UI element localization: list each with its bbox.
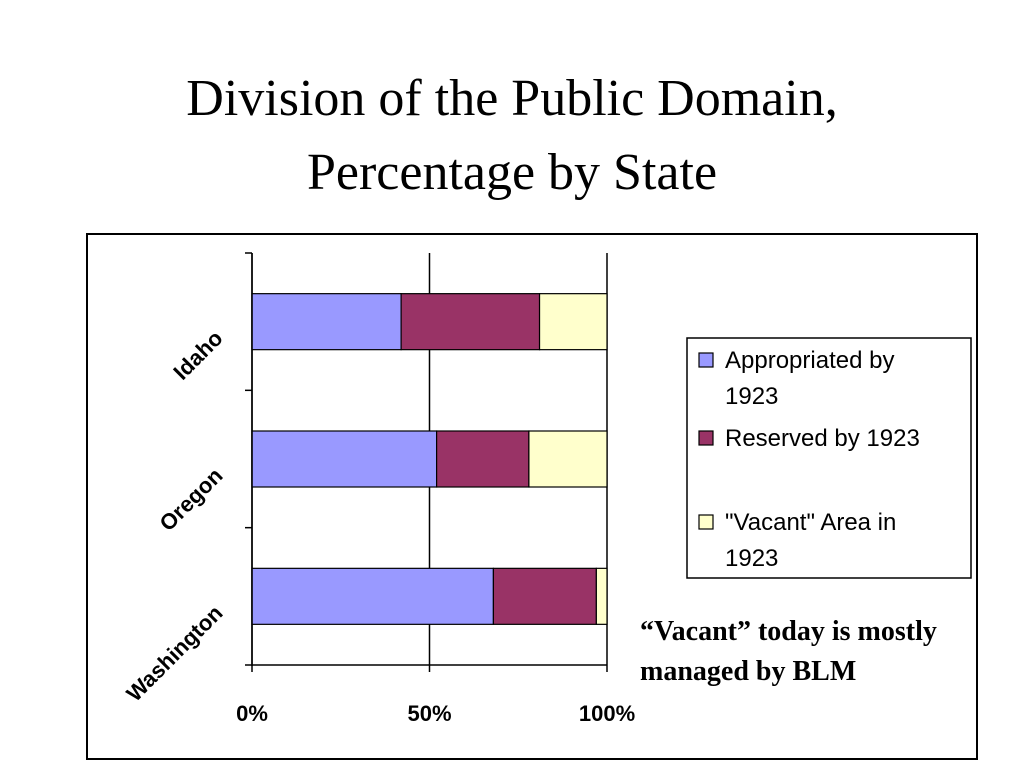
slide-title-line-2: Percentage by State xyxy=(306,144,718,201)
bar-washington-appropriated-by-1923 xyxy=(251,567,494,625)
bar-washington-vacant-area-in-1923 xyxy=(595,567,608,625)
bar-oregon-reserved-by-1923 xyxy=(436,430,530,488)
legend-swatch-appropriated-by-1923 xyxy=(698,352,714,368)
legend-label-vacant-area-in-1923: "Vacant" Area in 1923 xyxy=(725,509,896,572)
bar-washington-reserved-by-1923 xyxy=(492,567,597,625)
vacant-note-line-2: managed by BLM xyxy=(640,656,857,687)
chart-frame: 0% 50% 100% Idaho Oregon Washington Appropriat… xyxy=(86,233,978,760)
bar-idaho-appropriated-by-1923 xyxy=(251,293,402,351)
x-tick-label-50: 50% xyxy=(407,701,451,726)
bar-oregon-vacant-area-in-1923 xyxy=(528,430,608,488)
legend-box xyxy=(686,337,972,579)
legend-label-reserved-by-1923: Reserved by 1923 xyxy=(725,425,920,452)
vacant-note: “Vacant” today is mostly managed by BLM xyxy=(640,612,937,692)
stacked-bar-chart: 0% 50% 100% Idaho Oregon Washington Appropriat… xyxy=(121,252,972,726)
slide-title-line-1: Division of the Public Domain, xyxy=(186,70,838,127)
category-label-washington: Washington xyxy=(121,600,227,706)
legend-swatch-reserved-by-1923 xyxy=(698,430,714,446)
x-tick-label-100: 100% xyxy=(579,701,635,726)
vacant-note-line-1: “Vacant” today is mostly xyxy=(640,616,937,647)
slide-title: Division of the Public Domain, Percentag… xyxy=(0,62,1024,210)
bar-oregon-appropriated-by-1923 xyxy=(251,430,438,488)
bar-idaho-vacant-area-in-1923 xyxy=(538,293,608,351)
legend-swatch-vacant-area-in-1923 xyxy=(698,514,714,530)
category-label-idaho: Idaho xyxy=(168,326,227,385)
category-label-oregon: Oregon xyxy=(155,463,228,536)
legend-label-appropriated-by-1923: Appropriated by 1923 xyxy=(725,347,894,410)
bar-idaho-reserved-by-1923 xyxy=(400,293,541,351)
x-tick-label-0: 0% xyxy=(236,701,268,726)
